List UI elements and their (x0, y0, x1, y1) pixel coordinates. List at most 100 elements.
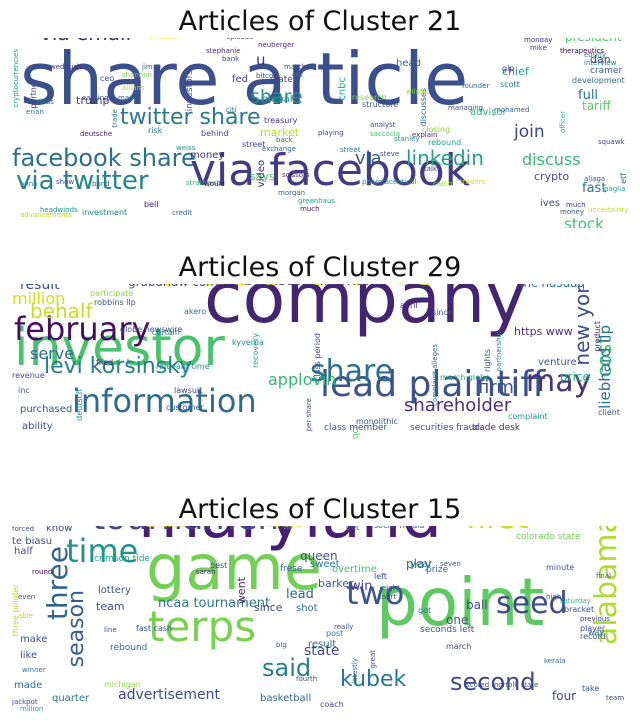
cloud-word: lead plaintiff (320, 364, 546, 406)
cloud-word: behalf (30, 299, 93, 323)
cloud-word: terps (148, 602, 257, 652)
cloud-word: march globe (440, 373, 491, 383)
cloud-word: filed (96, 358, 114, 368)
cloud-word: minute (546, 563, 575, 573)
cloud-word: left (374, 572, 387, 582)
cloud-word: seconds left (420, 625, 475, 636)
cloud-word: client (598, 408, 620, 418)
cloud-word: new york (570, 284, 594, 366)
cloud-word: player (580, 624, 606, 634)
cloud-word: allians (122, 84, 145, 93)
cloud-word: since (254, 600, 283, 614)
cloud-word: share article (20, 38, 469, 121)
cloud-word: seven (440, 560, 461, 569)
cloud-word: eight (382, 584, 400, 593)
cloud-word: seed (496, 585, 568, 621)
cloud-word: fourth (296, 675, 318, 684)
cloud-word: record (580, 632, 606, 642)
cloud-word: chief (502, 64, 529, 78)
cloud-word: deutsche (80, 130, 113, 139)
cloud-word: ncaa tournament (158, 595, 271, 611)
cloud-word: queen (300, 548, 338, 563)
cloud-word: kyverna (232, 338, 264, 348)
cloud-word: advisor (470, 106, 507, 118)
cloud-word: advertisement (118, 687, 221, 704)
cloud-word: weiss (176, 144, 196, 153)
cloud-word: wilson (406, 88, 428, 97)
cloud-word: talk (424, 165, 438, 174)
cloud-word: dan (590, 52, 611, 66)
cloud-word: paglia (604, 185, 626, 194)
cloud-word: risk (148, 126, 163, 136)
cloud-word: join (514, 121, 545, 142)
cloud-word: shot (296, 602, 318, 614)
cloud-word: investor (14, 317, 225, 378)
cloud-word: ives (540, 197, 561, 209)
cloud-word: venture (538, 356, 577, 368)
cloud-word: ceo (100, 74, 115, 84)
cloud-word: kubek (340, 667, 407, 693)
cloud-word: class period (313, 333, 322, 382)
cloud-word: rebound (428, 138, 462, 148)
cloud-word: big (276, 641, 287, 650)
cloud-word: customer (166, 403, 204, 413)
cloud-word: relevant time (156, 362, 210, 372)
cloud-word: aliaga (584, 175, 606, 184)
cloud-word: akero (184, 307, 207, 317)
cloud-word: via email (40, 38, 131, 43)
cloud-word: jim (142, 63, 153, 72)
cloud-word: one (446, 612, 469, 627)
cloud-word: behind (201, 129, 229, 139)
word-cloud-cluster-29: companyclass action investor lead plaintif… (12, 284, 628, 444)
cloud-word: high (546, 593, 562, 602)
cloud-word: shannon (122, 71, 152, 80)
cloud-word: cnbc (337, 76, 348, 101)
cloud-word: bell (144, 200, 159, 210)
cloud-word: price (560, 369, 590, 384)
cloud-word: march (446, 642, 472, 652)
cloud-word: bernstein liebhard (244, 284, 381, 288)
cloud-word: firm (478, 376, 514, 398)
cloud-word: got (418, 606, 432, 616)
cloud-word: final (596, 572, 612, 581)
cloud-word: twitter share (120, 105, 261, 131)
cloud-word: interview (584, 59, 617, 68)
cloud-word: previous (580, 615, 610, 624)
cloud-word: therapeutics (560, 47, 605, 56)
cloud-word: coach (320, 700, 344, 710)
cloud-word: lead (286, 586, 314, 602)
cloud-word: president (565, 38, 622, 43)
cloud-word: february (14, 309, 151, 348)
cloud-word: like (20, 649, 38, 661)
cloud-word: first round (266, 526, 302, 529)
cloud-word: morgan (278, 189, 306, 198)
cloud-word: scored (466, 681, 490, 690)
cloud-word: winner (22, 666, 46, 675)
cloud-word: basketball (260, 692, 312, 704)
cloud-word: maryland (138, 526, 442, 548)
cloud-word: serve (30, 344, 75, 364)
cloud-word: post (326, 629, 344, 639)
panel-title-cluster-21: Articles of Cluster 21 (178, 6, 462, 37)
cloud-word: erian (26, 108, 44, 117)
cloud-word: via facebook (190, 144, 471, 196)
cloud-word: much (566, 201, 586, 210)
cloud-word: two (346, 573, 405, 612)
cloud-word: product (593, 321, 602, 352)
cloud-word: anna (20, 180, 38, 189)
cloud-word: scott (500, 80, 520, 90)
cloud-word: traders (460, 178, 486, 187)
cloud-word: crypto (534, 169, 570, 183)
cloud-word: result (308, 638, 337, 650)
cloud-word: team (96, 599, 125, 613)
cloud-word: article via (44, 38, 370, 48)
cloud-word: stephanie (206, 47, 241, 56)
cloud-word: revenue (12, 371, 45, 381)
cloud-word: pharmaceutical (362, 178, 417, 187)
cloud-word: lawsuit (174, 386, 203, 396)
cloud-word: advancements (20, 211, 72, 220)
cloud-word: million (12, 289, 66, 309)
cloud-word: great (369, 650, 377, 669)
cloud-word: saccocia (370, 130, 400, 139)
